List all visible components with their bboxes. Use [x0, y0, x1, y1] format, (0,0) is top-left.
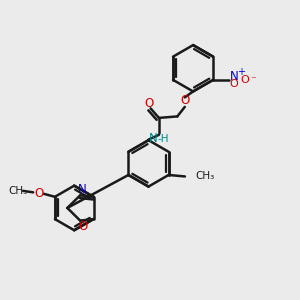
- Text: N: N: [230, 70, 238, 83]
- Text: +: +: [237, 68, 245, 77]
- Text: O: O: [78, 220, 87, 233]
- Text: O: O: [34, 187, 43, 200]
- Text: ⁻: ⁻: [250, 75, 256, 85]
- Text: O: O: [241, 75, 249, 85]
- Text: -H: -H: [158, 134, 169, 144]
- Text: CH₃: CH₃: [8, 186, 27, 196]
- Text: CH₃: CH₃: [195, 172, 214, 182]
- Text: O: O: [230, 79, 238, 89]
- Text: N: N: [78, 183, 87, 196]
- Text: O: O: [180, 94, 189, 107]
- Text: N: N: [149, 132, 158, 145]
- Text: O: O: [145, 97, 154, 110]
